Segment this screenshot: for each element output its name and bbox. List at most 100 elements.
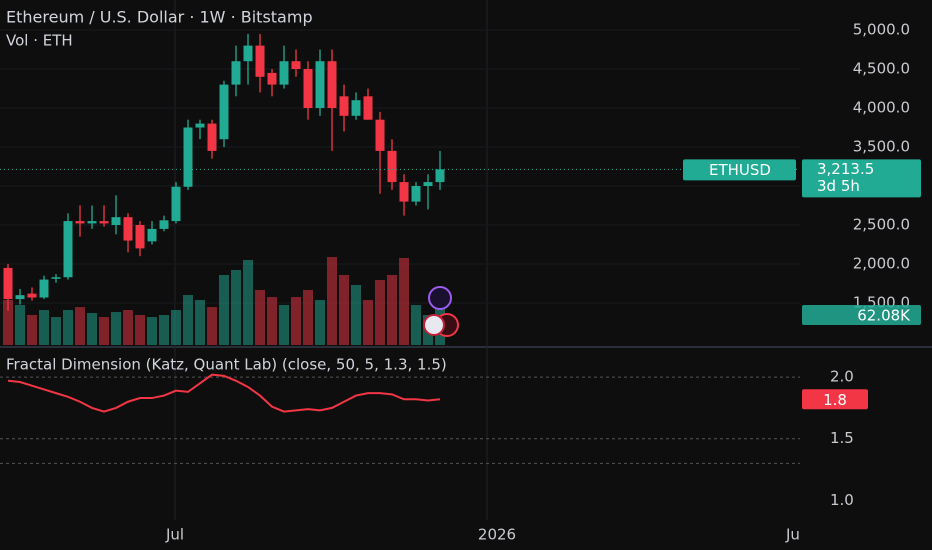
volume-bar — [51, 317, 61, 345]
indicator-badge — [802, 389, 868, 410]
y-tick-label: 4,500.0 — [853, 60, 910, 78]
price-badge — [802, 159, 921, 198]
indicator-title: Fractal Dimension (Katz, Quant Lab) (clo… — [6, 356, 447, 374]
candle-body — [99, 221, 109, 224]
volume-bar — [111, 312, 121, 345]
y-tick-label: 2,500.0 — [853, 215, 910, 233]
news-icons[interactable] — [423, 286, 459, 337]
candle-body — [423, 182, 433, 186]
candle-body — [27, 293, 37, 298]
volume-bar — [3, 300, 13, 345]
x-tick-label: 2026 — [478, 526, 516, 544]
volume-bar — [255, 290, 265, 345]
volume-bar — [147, 317, 157, 345]
volume-badge — [802, 305, 921, 325]
volume-bar — [171, 310, 181, 345]
candle-body — [63, 221, 73, 278]
volume-label: 62.08K — [857, 307, 911, 325]
y-tick-label: 5,000.0 — [853, 21, 910, 39]
candle-body — [315, 61, 325, 109]
candle-body — [195, 123, 205, 128]
candle-body — [183, 127, 193, 187]
candle-body — [207, 123, 217, 151]
candle-body — [387, 150, 397, 183]
candle-body — [231, 61, 241, 85]
y-tick-label: 1.5 — [830, 429, 854, 447]
candle-body — [279, 61, 289, 85]
volume-bar — [207, 307, 217, 345]
volume-bar — [411, 305, 421, 345]
symbol-label: ETHUSD — [709, 161, 771, 179]
candle-body — [435, 169, 445, 183]
volume-bar — [135, 315, 145, 345]
candle-body — [339, 96, 349, 116]
volume-bar — [303, 290, 313, 345]
candle-body — [375, 119, 385, 151]
volume-bar — [75, 307, 85, 345]
y-tick-label: 2,000.0 — [853, 254, 910, 272]
candle-body — [15, 295, 25, 300]
y-tick-label: 1.0 — [830, 491, 854, 509]
icon[interactable] — [423, 314, 445, 336]
candle-body — [291, 61, 301, 70]
symbol-badge — [683, 159, 796, 181]
candle-body — [303, 69, 313, 109]
volume-bar — [183, 295, 193, 345]
candle-body — [159, 220, 169, 229]
candle-body — [51, 277, 61, 279]
volume-bar — [267, 297, 277, 345]
candle-body — [3, 267, 13, 300]
volume-bar — [315, 300, 325, 345]
volume-bar — [219, 275, 229, 345]
volume-bar — [63, 310, 73, 345]
volume-bar — [87, 312, 97, 345]
candle-body — [171, 186, 181, 222]
indicator-line — [7, 373, 441, 413]
volume-bar — [399, 257, 409, 345]
y-tick-label: 2.0 — [830, 368, 854, 386]
candle-body — [363, 96, 373, 120]
volume-bar — [243, 260, 253, 345]
volume-title: Vol · ETH — [6, 32, 73, 50]
volume-bar — [39, 310, 49, 345]
candle-body — [327, 61, 337, 109]
candle-body — [75, 221, 85, 224]
volume-bar — [387, 275, 397, 345]
chart-title: Ethereum / U.S. Dollar · 1W · Bitstamp — [6, 8, 313, 27]
x-tick-label: Jul — [165, 526, 184, 544]
icon[interactable] — [428, 286, 452, 310]
candle-body — [255, 45, 265, 77]
candle-body — [351, 100, 361, 116]
candle-body — [111, 217, 121, 225]
countdown-label: 3d 5h — [817, 177, 860, 195]
candle-body — [39, 279, 49, 298]
volume-bar — [363, 300, 373, 345]
price-label: 3,213.5 — [817, 160, 874, 178]
volume-bar — [291, 297, 301, 345]
candle-body — [123, 217, 133, 241]
volume-bar — [327, 257, 337, 345]
candle-body — [399, 182, 409, 202]
volume-bar — [159, 315, 169, 345]
volume-bar — [123, 310, 133, 345]
y-tick-label: 4,000.0 — [853, 99, 910, 117]
volume-bar — [15, 305, 25, 345]
candle-body — [135, 224, 145, 249]
x-tick-label: Jul — [785, 526, 804, 544]
y-tick-label: 3,500.0 — [853, 137, 910, 155]
candle-body — [243, 45, 253, 62]
volume-bar — [375, 280, 385, 345]
candle-body — [87, 221, 97, 224]
volume-bar — [279, 305, 289, 345]
volume-bar — [27, 315, 37, 345]
volume-bar — [351, 285, 361, 345]
candle-body — [411, 185, 421, 202]
volume-bar — [99, 317, 109, 345]
candle-body — [267, 72, 277, 85]
volume-bar — [339, 275, 349, 345]
volume-bar — [231, 270, 241, 345]
candle-body — [219, 84, 229, 140]
indicator-value-label: 1.8 — [823, 391, 847, 409]
